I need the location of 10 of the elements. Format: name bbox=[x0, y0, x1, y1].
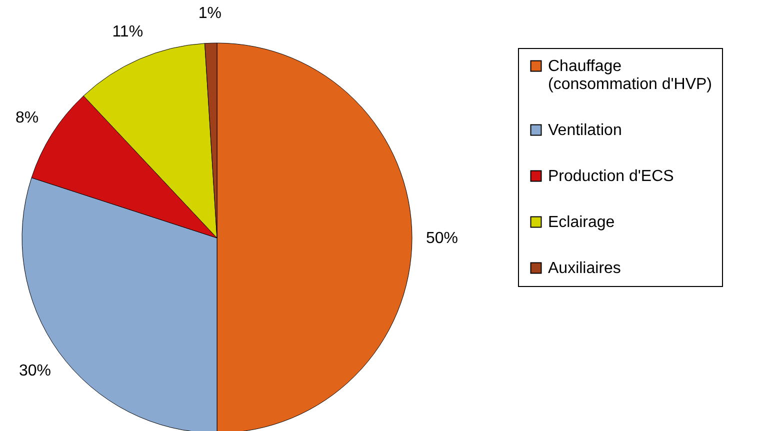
legend-label: Chauffage (consommation d'HVP) bbox=[548, 58, 712, 93]
data-label: 11% bbox=[112, 24, 144, 41]
data-label: 50% bbox=[426, 230, 458, 247]
legend-label: Production d'ECS bbox=[548, 168, 674, 185]
data-label: 8% bbox=[15, 109, 39, 126]
data-label: 30% bbox=[18, 362, 51, 380]
legend-label: Auxiliaires bbox=[548, 260, 621, 277]
legend-label: Ventilation bbox=[548, 122, 622, 139]
data-label: 1% bbox=[198, 5, 222, 22]
legend-label: Eclairage bbox=[548, 214, 615, 231]
